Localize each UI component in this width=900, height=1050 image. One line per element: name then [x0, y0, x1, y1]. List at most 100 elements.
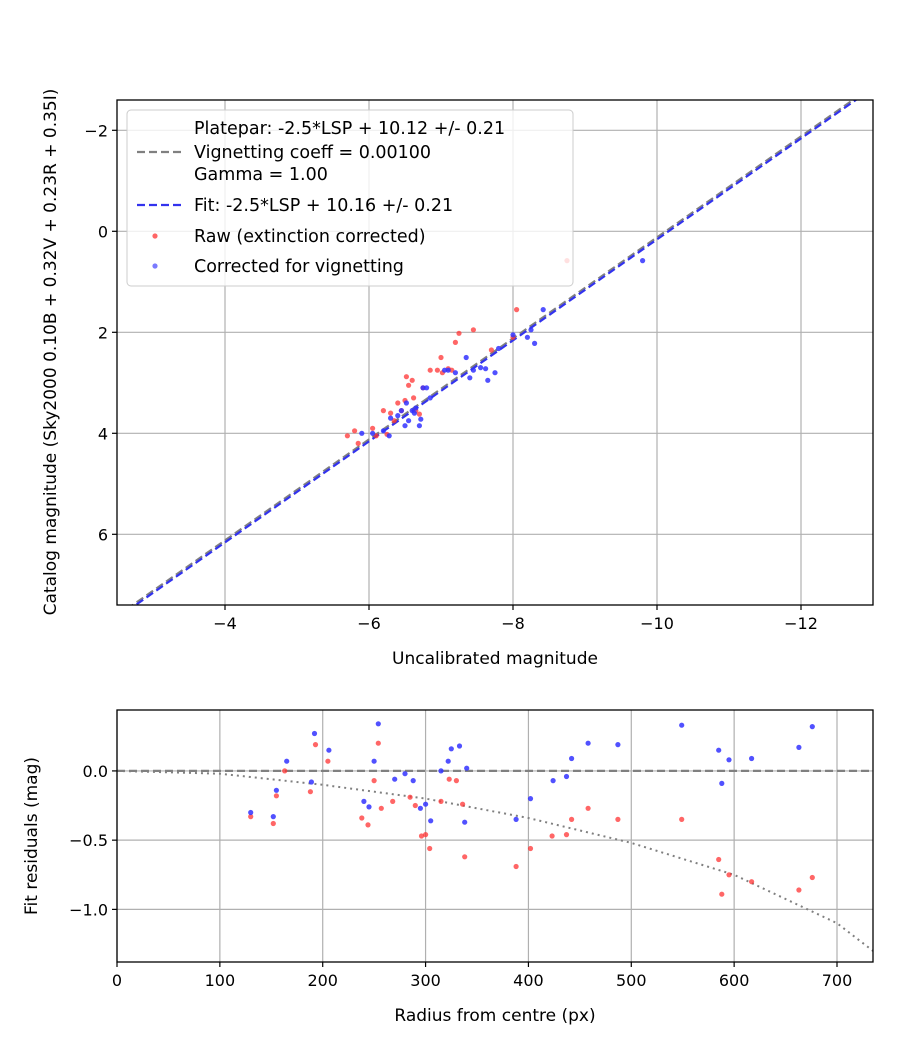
top-point-series-1: [386, 433, 392, 439]
top-point-series-0: [344, 433, 350, 439]
top-point-series-0: [416, 411, 422, 417]
bottom-point-series-0: [325, 758, 331, 764]
bottom-point-series-0: [446, 776, 452, 782]
bottom-y-ticks: 0.0 −0.5 −1.0: [69, 762, 117, 919]
legend-raw-label: Raw (extinction corrected): [194, 227, 426, 247]
bottom-point-series-1: [284, 758, 290, 764]
bottom-point-series-0: [749, 879, 755, 885]
top-point-series-1: [420, 385, 426, 391]
top-point-series-0: [470, 327, 476, 333]
top-point-series-1: [380, 428, 386, 434]
bottom-chart: 0 100 200 300 400 500 600 700 0.0 −0.5 −1.0 Radiu…: [22, 709, 874, 1026]
bottom-point-series-0: [719, 891, 725, 897]
top-x-tick-label: −10: [640, 614, 674, 633]
bottom-point-series-1: [375, 721, 381, 727]
top-line-1: [133, 100, 858, 605]
bottom-point-series-1: [308, 779, 314, 785]
top-point-series-1: [402, 423, 408, 429]
bottom-point-series-0: [679, 816, 685, 823]
top-point-series-1: [483, 366, 489, 372]
top-y-tick-label: 2: [98, 323, 108, 342]
bottom-point-series-1: [371, 758, 377, 764]
bottom-point-series-1: [527, 796, 534, 802]
bottom-point-series-0: [462, 854, 468, 860]
top-line-0: [130, 100, 855, 605]
top-point-series-1: [640, 258, 646, 264]
bottom-x-tick-label: 600: [719, 971, 750, 990]
bottom-point-series-0: [418, 833, 425, 839]
top-x-tick-label: −8: [501, 614, 525, 633]
bottom-point-series-1: [445, 758, 451, 764]
top-point-series-0: [409, 377, 415, 383]
bottom-point-series-0: [726, 872, 732, 878]
bottom-point-series-0: [427, 845, 433, 852]
bottom-y-tick-label: −1.0: [69, 900, 108, 919]
top-point-series-1: [388, 415, 394, 421]
top-fit-lines: [130, 100, 858, 605]
bottom-point-series-1: [796, 744, 802, 751]
legend-box: [126, 109, 574, 287]
top-point-series-1: [524, 334, 531, 340]
bottom-point-series-0: [527, 845, 534, 852]
bottom-point-series-1: [563, 773, 570, 780]
top-chart: −4 −6 −8 −10 −12 −2 0 2 4 6 Uncalibrated magnitu…: [41, 89, 874, 669]
top-point-series-1: [485, 377, 491, 383]
top-point-series-1: [403, 400, 409, 406]
top-point-series-0: [452, 339, 458, 345]
bottom-point-series-1: [615, 742, 621, 748]
top-point-series-1: [418, 416, 424, 422]
bottom-x-axis-label: Radius from centre (px): [394, 1006, 595, 1026]
bottom-point-series-1: [448, 746, 454, 752]
top-y-ticks: −2 0 2 4 6: [84, 121, 117, 544]
bottom-point-series-0: [282, 768, 288, 774]
top-point-series-1: [411, 410, 417, 416]
bottom-point-series-1: [513, 816, 519, 823]
bottom-point-series-1: [462, 819, 468, 825]
top-point-series-1: [445, 367, 451, 373]
bottom-point-series-0: [453, 778, 459, 784]
top-x-tick-label: −4: [213, 614, 237, 633]
bottom-reference-lines: [117, 769, 873, 952]
top-point-series-1: [478, 365, 484, 371]
top-point-series-1: [467, 375, 473, 381]
top-y-tick-label: −2: [84, 121, 108, 140]
bottom-scatter-points: [248, 721, 815, 897]
bottom-x-tick-label: 100: [205, 971, 236, 990]
legend-corrected-label: Corrected for vignetting: [194, 257, 404, 277]
top-point-series-0: [388, 410, 394, 416]
bottom-point-series-1: [428, 818, 434, 824]
top-point-series-1: [406, 418, 412, 424]
top-point-series-0: [391, 418, 397, 424]
bottom-point-series-0: [423, 832, 429, 838]
top-x-ticks: −4 −6 −8 −10 −12: [213, 605, 818, 633]
bottom-point-series-0: [371, 778, 377, 784]
bottom-point-series-0: [513, 863, 519, 870]
bottom-point-series-1: [749, 755, 755, 762]
top-point-series-1: [496, 345, 502, 352]
bottom-point-series-1: [585, 740, 591, 746]
bottom-plot-frame: [116, 709, 874, 963]
top-x-tick-label: −12: [784, 614, 818, 633]
bottom-x-tick-label: 300: [410, 971, 441, 990]
top-point-series-0: [370, 425, 376, 431]
bottom-point-series-0: [407, 794, 413, 800]
bottom-point-series-1: [809, 724, 815, 730]
top-point-series-0: [355, 440, 361, 446]
top-point-series-0: [411, 395, 417, 401]
bottom-point-series-0: [563, 832, 570, 838]
top-point-series-0: [456, 330, 462, 336]
bottom-point-series-1: [464, 765, 470, 771]
top-point-series-0: [395, 400, 401, 406]
top-x-axis-label: Uncalibrated magnitude: [392, 649, 598, 669]
top-x-tick-label: −6: [357, 614, 381, 633]
top-point-series-1: [424, 385, 430, 391]
top-point-series-0: [438, 354, 444, 361]
top-y-tick-label: 6: [98, 525, 108, 544]
legend-platepar-line1: Platepar: -2.5*LSP + 10.12 +/- 0.21: [194, 119, 505, 139]
bottom-point-series-1: [423, 801, 429, 807]
bottom-point-series-1: [326, 747, 332, 753]
top-scatter-points: [344, 258, 646, 446]
bottom-point-series-0: [460, 801, 466, 807]
bottom-point-series-0: [270, 820, 276, 827]
legend-raw-marker: [152, 233, 158, 239]
